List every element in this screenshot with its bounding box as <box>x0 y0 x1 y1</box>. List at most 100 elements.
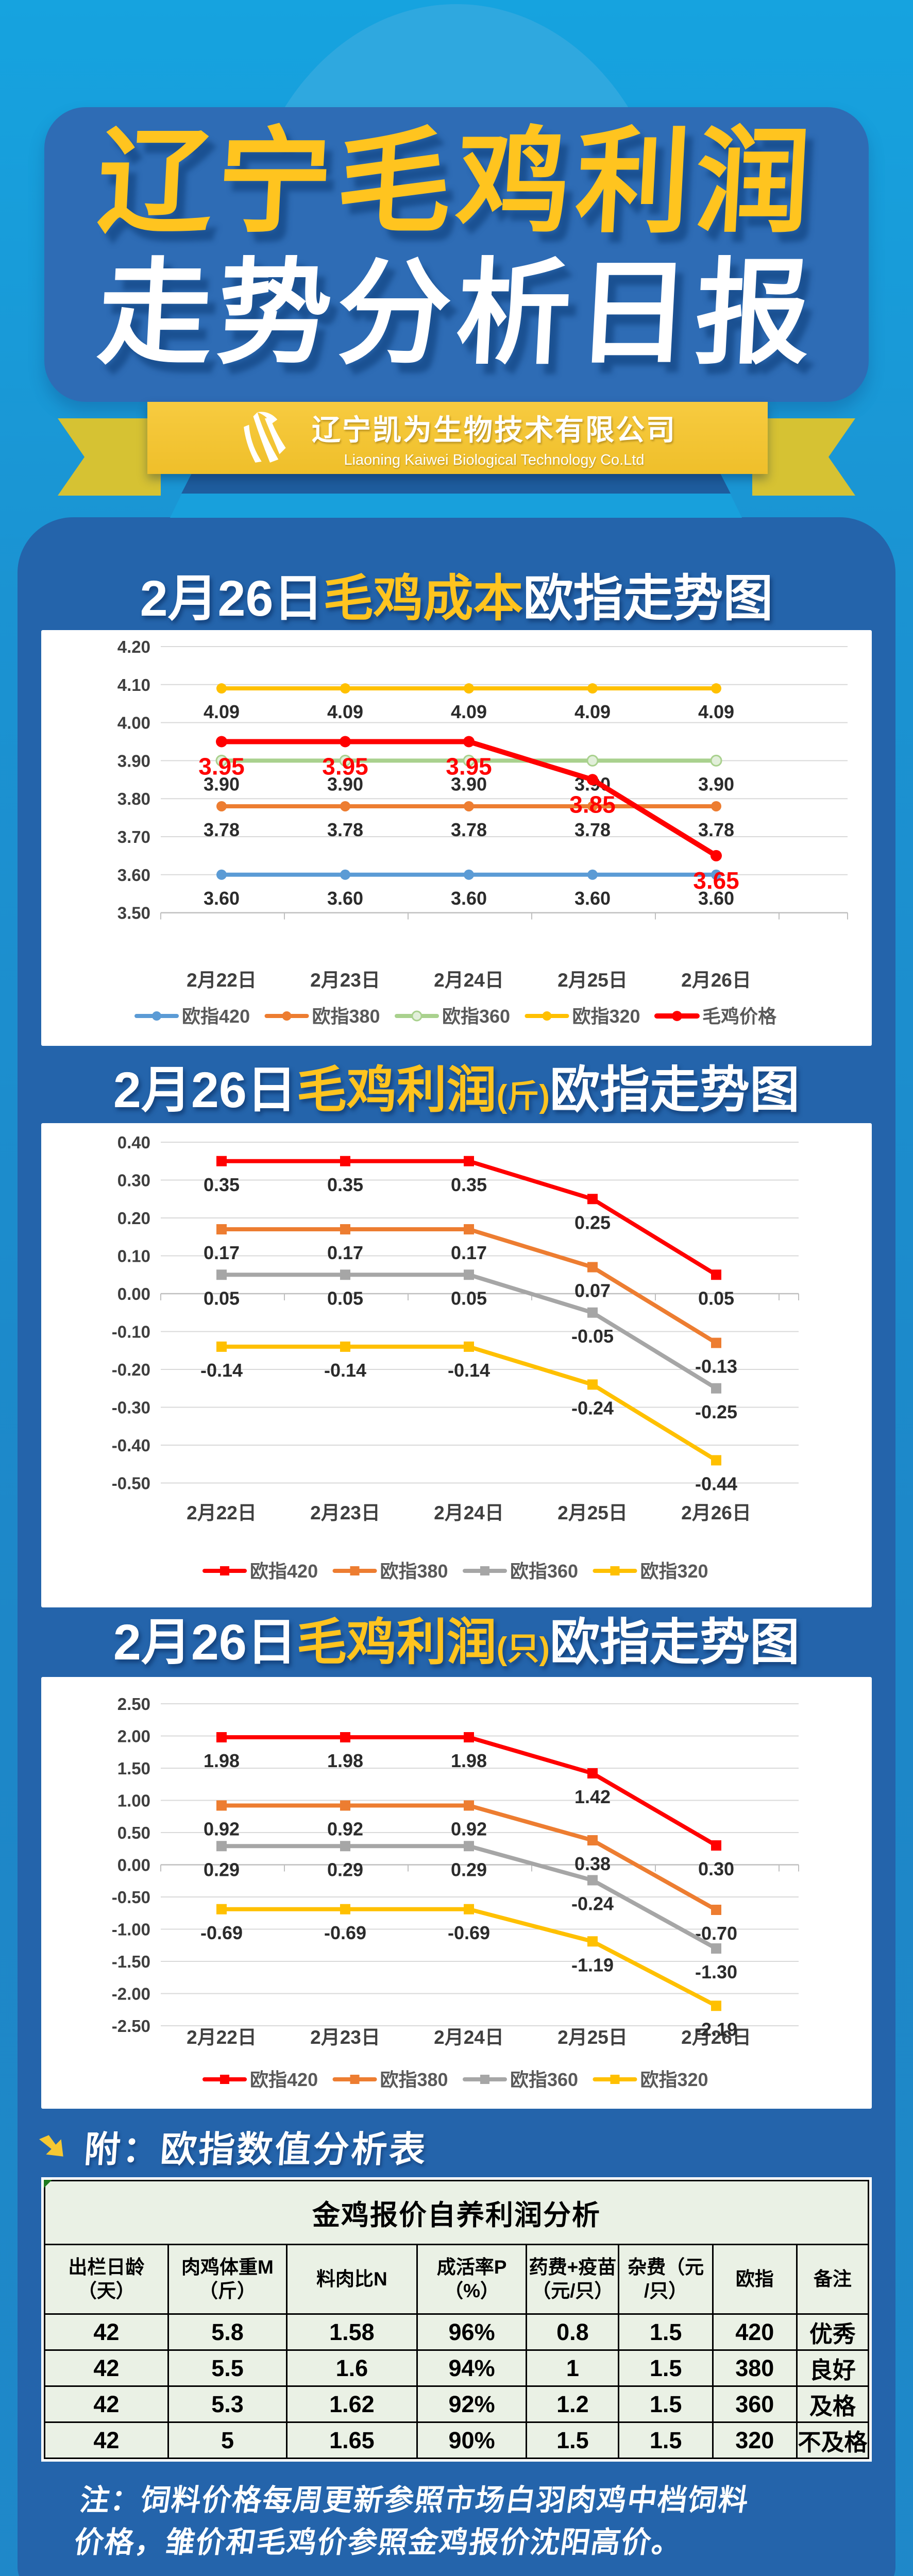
table-cell: 1.62 <box>286 2385 418 2423</box>
svg-text:-0.25: -0.25 <box>695 1401 737 1422</box>
svg-text:-0.05: -0.05 <box>571 1326 614 1347</box>
table-cell: 1.6 <box>286 2349 418 2387</box>
svg-text:0.38: 0.38 <box>574 1853 611 1874</box>
series-欧指360: 0.29 0.29 0.29 -0.24 -1.30 <box>204 1841 737 1982</box>
svg-text:欧指420: 欧指420 <box>182 1006 250 1027</box>
svg-text:1.00: 1.00 <box>117 1791 150 1810</box>
svg-text:4.09: 4.09 <box>327 701 363 722</box>
table-cell: 360 <box>712 2385 798 2423</box>
footnote-line2: 价格，雏价和毛鸡价参照金鸡报价沈阳高价。 <box>72 2526 685 2560</box>
section-title-part: 2月26日 <box>113 1614 297 1670</box>
table-cell: 42 <box>44 2421 169 2459</box>
svg-text:0.35: 0.35 <box>327 1174 363 1195</box>
svg-text:2.50: 2.50 <box>117 1694 150 1714</box>
series-欧指320: -0.69 -0.69 -0.69 -1.19 -2.19 <box>200 1904 737 2040</box>
svg-text:-0.69: -0.69 <box>200 1922 243 1943</box>
table-title: 金鸡报价自养利润分析 <box>44 2180 869 2245</box>
x-axis <box>160 912 848 920</box>
svg-text:3.78: 3.78 <box>451 819 487 840</box>
svg-text:欧指320: 欧指320 <box>572 1006 640 1027</box>
svg-text:0.20: 0.20 <box>117 1209 150 1228</box>
svg-text:0.10: 0.10 <box>117 1247 150 1266</box>
svg-text:3.80: 3.80 <box>117 789 150 808</box>
ribbon-tail-left <box>58 418 161 496</box>
svg-text:-2.50: -2.50 <box>112 2016 150 2036</box>
table-cell: 94% <box>416 2349 528 2387</box>
svg-text:2月22日: 2月22日 <box>187 2027 257 2048</box>
svg-text:欧指380: 欧指380 <box>380 2069 448 2090</box>
svg-text:0.07: 0.07 <box>574 1280 611 1301</box>
table-cell: 380 <box>712 2349 798 2387</box>
svg-text:0.17: 0.17 <box>204 1242 240 1263</box>
series-欧指420: 1.98 1.98 1.98 1.42 0.30 <box>204 1732 734 1879</box>
svg-text:欧指380: 欧指380 <box>312 1006 380 1027</box>
svg-text:0.29: 0.29 <box>327 1859 363 1880</box>
section-title-part: (只) <box>496 1631 550 1667</box>
section-title-part: 欧指走势图 <box>550 1062 800 1118</box>
table-cell: 1.2 <box>526 2385 620 2423</box>
svg-text:2月23日: 2月23日 <box>310 2027 380 2048</box>
section-title-cost: 2月26日毛鸡成本欧指走势图 <box>0 570 913 627</box>
svg-text:-2.00: -2.00 <box>112 1985 150 2004</box>
svg-text:1.98: 1.98 <box>451 1750 487 1771</box>
svg-text:3.95: 3.95 <box>446 753 492 780</box>
series-欧指320: -0.14 -0.14 -0.14 -0.24 -0.44 <box>200 1341 737 1494</box>
svg-text:-1.50: -1.50 <box>112 1952 150 1971</box>
section-title-part: 毛鸡利润 <box>296 1062 497 1118</box>
svg-text:0.92: 0.92 <box>204 1819 240 1840</box>
svg-text:2月24日: 2月24日 <box>434 970 504 991</box>
company-name-cn: 辽宁凯为生物技术有限公司 <box>312 414 677 446</box>
table-cell: 42 <box>44 2385 169 2423</box>
down-right-arrow-icon <box>39 2134 63 2157</box>
svg-text:3.60: 3.60 <box>327 888 363 909</box>
svg-text:欧指360: 欧指360 <box>510 2069 578 2090</box>
section-title-profit-bird: 2月26日毛鸡利润(只)欧指走势图 <box>0 1614 913 1671</box>
analysis-table: 金鸡报价自养利润分析 出栏日龄 （天） 肉鸡体重M （斤） 料肉比N 成活率P （%） 药费+疫… <box>44 2180 870 2459</box>
legend: 欧指420 欧指380 欧指360 欧指320 毛鸡价格 <box>134 1006 777 1027</box>
table-cell: 96% <box>416 2313 528 2351</box>
svg-text:-0.44: -0.44 <box>695 1473 737 1494</box>
svg-text:3.60: 3.60 <box>451 888 487 909</box>
legend: 欧指420 欧指380 欧指360 欧指320 <box>202 1561 708 1582</box>
svg-text:3.85: 3.85 <box>569 791 616 818</box>
svg-text:4.09: 4.09 <box>204 701 240 722</box>
footnote-line1: 注：饲料价格每周更新参照市场白羽肉鸡中档饲料 <box>78 2484 752 2517</box>
svg-text:4.09: 4.09 <box>698 701 734 722</box>
table-row: 42 5.8 1.58 96% 0.8 1.5 420 优秀 <box>44 2313 870 2351</box>
svg-text:2月26日: 2月26日 <box>681 970 751 991</box>
attach-heading-row: 附：欧指数值分析表 <box>36 2121 429 2173</box>
svg-text:0.05: 0.05 <box>698 1287 734 1309</box>
page-title-line1: 辽宁毛鸡利润 <box>94 118 819 246</box>
attach-heading-text: 附：欧指数值分析表 <box>82 2129 429 2170</box>
svg-text:0.30: 0.30 <box>698 1858 734 1879</box>
svg-text:3.60: 3.60 <box>117 866 150 885</box>
section-title-part: 2月26日 <box>113 1062 297 1118</box>
series-欧指360: 0.05 0.05 0.05 -0.05 -0.25 <box>204 1269 737 1422</box>
svg-text:4.09: 4.09 <box>451 701 487 722</box>
table-cell: 1 <box>526 2349 620 2387</box>
svg-text:0.29: 0.29 <box>451 1859 487 1880</box>
svg-text:0.17: 0.17 <box>451 1242 487 1263</box>
table-header-cell: 肉鸡体重M （斤） <box>167 2244 288 2315</box>
svg-text:0.05: 0.05 <box>451 1287 487 1309</box>
svg-text:2月23日: 2月23日 <box>310 970 380 991</box>
svg-text:4.20: 4.20 <box>117 637 150 656</box>
svg-text:-0.69: -0.69 <box>448 1922 490 1943</box>
svg-text:3.90: 3.90 <box>117 751 150 770</box>
svg-text:0.35: 0.35 <box>451 1174 487 1195</box>
company-logo-icon <box>244 412 286 463</box>
company-banner: 辽宁凯为生物技术有限公司 Liaoning Kaiwei Biological … <box>147 402 768 474</box>
svg-text:-0.30: -0.30 <box>112 1398 150 1417</box>
svg-text:4.09: 4.09 <box>574 701 611 722</box>
svg-text:2月24日: 2月24日 <box>434 1502 504 1523</box>
svg-text:0.05: 0.05 <box>204 1287 240 1309</box>
svg-text:毛鸡价格: 毛鸡价格 <box>702 1006 777 1027</box>
svg-text:2月25日: 2月25日 <box>557 970 628 991</box>
series-欧指320: 4.09 4.09 4.09 4.09 4.09 <box>204 683 734 722</box>
x-axis <box>160 1864 799 1872</box>
chart-svg-2: 0.40 0.30 0.20 0.10 0.00 -0.10 -0.20 -0.30 -0.40… <box>112 1133 799 1582</box>
svg-text:-0.50: -0.50 <box>112 1474 150 1493</box>
chart-panel-cost: 4.20 4.10 4.00 3.90 3.80 3.70 3.60 3.50 2月22日 2月2… <box>41 630 872 1046</box>
table-row: 42 5.3 1.62 92% 1.2 1.5 360 及格 <box>44 2385 870 2423</box>
